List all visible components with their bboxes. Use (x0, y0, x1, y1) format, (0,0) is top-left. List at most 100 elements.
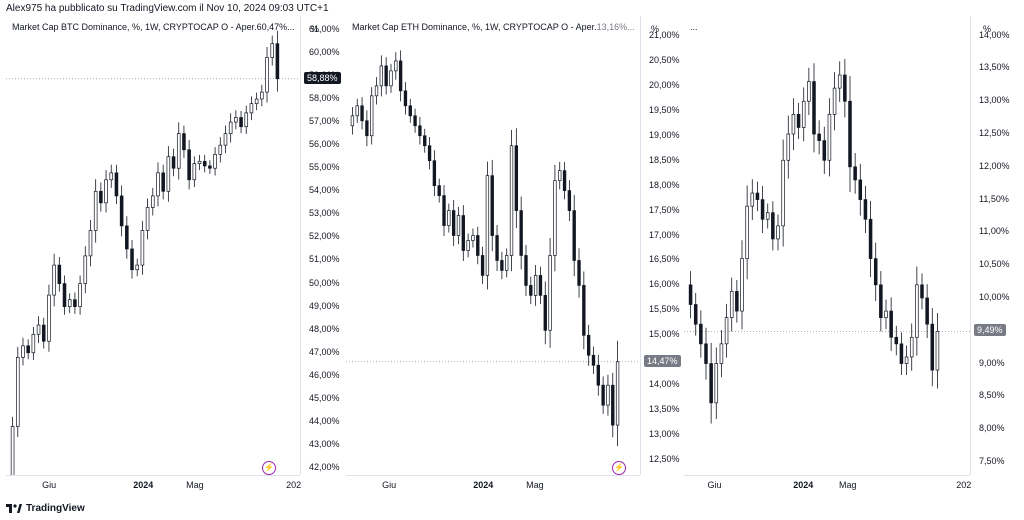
btc-plot-area[interactable] (6, 16, 300, 475)
candle-body (894, 336, 899, 345)
btc-price-axis[interactable]: % 61,00%60,00%59,00%58,00%57,00%56,00%55… (300, 16, 343, 475)
candle (538, 266, 543, 305)
candle-body (524, 255, 528, 286)
x-tick-label: 2024 (793, 480, 814, 490)
candle (837, 61, 842, 102)
candle (197, 154, 202, 171)
y-tick-label: 9,00% (979, 357, 1005, 368)
candle-body (572, 210, 576, 261)
candle (104, 170, 108, 213)
candle-body (130, 248, 134, 271)
candle (889, 297, 893, 352)
candle (750, 179, 755, 220)
btc-time-axis[interactable]: Giu 2024 Mag 202 (6, 475, 302, 497)
candle (832, 72, 837, 131)
btc-lightning-icon[interactable]: ⚡ (262, 461, 276, 475)
candle-body (78, 283, 82, 307)
y-tick-label: 12,00% (979, 160, 1010, 171)
candle (786, 115, 791, 179)
eth-time-axis[interactable]: Giu 2024 Mag (346, 475, 640, 497)
x-tick-label: Mag (839, 480, 857, 490)
y-tick-label: 13,00% (649, 429, 680, 440)
candle-body (771, 212, 775, 240)
candle (543, 281, 547, 345)
candle (704, 327, 708, 380)
candle (735, 279, 739, 323)
candle (114, 164, 119, 204)
candle (471, 228, 475, 248)
candle-body (192, 163, 197, 181)
candle-body (853, 166, 857, 181)
candle-body (817, 133, 821, 141)
y-tick-label: 46,00% (309, 369, 340, 380)
y-tick-label: 43,00% (309, 439, 340, 449)
eth-plot-area[interactable] (346, 16, 640, 475)
candle-body (156, 172, 160, 197)
candle (582, 271, 586, 350)
candle (384, 57, 388, 95)
candle (275, 30, 280, 92)
candle-body (548, 255, 552, 331)
y-tick-label: 55,00% (309, 162, 340, 173)
candle (724, 303, 729, 358)
y-tick-label: 53,00% (309, 208, 340, 219)
candle-body (538, 275, 543, 296)
candle (228, 113, 233, 143)
candle-body (427, 145, 432, 162)
candle-body (533, 275, 538, 296)
candle-body (140, 230, 145, 266)
candle (904, 345, 909, 376)
candle (601, 376, 605, 414)
btc-unit-label: % (311, 24, 320, 34)
y-tick-label: 14,00% (979, 29, 1010, 40)
candle-body (719, 343, 724, 364)
y-tick-label: 10,50% (979, 259, 1010, 270)
candle (801, 87, 806, 142)
candle-body (529, 285, 533, 296)
btc-chart-title: Market Cap BTC Dominance, %, 1W, CRYPTOC… (12, 22, 295, 32)
eth-price-axis[interactable]: % 21,00% 20,50% 20,00% 19,50% 19,00% 18,50% 18… (640, 16, 683, 475)
third-chart-title: ... (690, 22, 698, 32)
candle (791, 98, 796, 151)
candle (389, 63, 393, 93)
x-tick-label: Giu (707, 480, 722, 490)
candle (853, 153, 857, 194)
candle (176, 122, 181, 180)
candle (699, 310, 703, 358)
candle (533, 264, 538, 306)
y-tick-label: 8,00% (979, 423, 1005, 434)
tradingview-footer[interactable]: TradingView (6, 503, 85, 514)
candle (796, 102, 801, 139)
candle-body (837, 74, 842, 89)
candle (848, 75, 852, 193)
candle (714, 347, 719, 419)
eth-lightning-icon[interactable]: ⚡ (612, 461, 626, 475)
candle-body (31, 333, 36, 354)
candle-body (543, 295, 547, 331)
third-time-axis[interactable]: Giu 2024 Mag 202 (684, 475, 971, 497)
third-price-axis[interactable]: % 14,00% 13,50% 13,00% 12,50% 12,00% 11,50% 11… (970, 16, 1021, 475)
y-tick-label: 54,00% (309, 185, 340, 196)
x-tick-label: 202 (286, 480, 302, 490)
candle (52, 253, 56, 307)
candle-body (67, 299, 72, 307)
candle (182, 125, 186, 158)
y-tick-label: 18,00% (649, 179, 680, 190)
candle-body (418, 125, 422, 137)
third-plot-area[interactable] (684, 16, 970, 475)
candle (36, 316, 41, 344)
candle (418, 117, 422, 145)
candle (915, 266, 919, 356)
candle-body (786, 133, 791, 161)
candle-body (740, 258, 744, 312)
candle (899, 332, 904, 376)
candle-body (577, 260, 581, 286)
candle (41, 317, 46, 349)
tradingview-logo-icon (6, 504, 22, 513)
y-tick-label: 16,00% (649, 279, 680, 290)
candle (562, 161, 567, 200)
candle-body (889, 310, 893, 338)
y-tick-label: 8,50% (979, 390, 1005, 401)
y-tick-label: 17,00% (649, 229, 680, 240)
candle-body (83, 255, 88, 284)
